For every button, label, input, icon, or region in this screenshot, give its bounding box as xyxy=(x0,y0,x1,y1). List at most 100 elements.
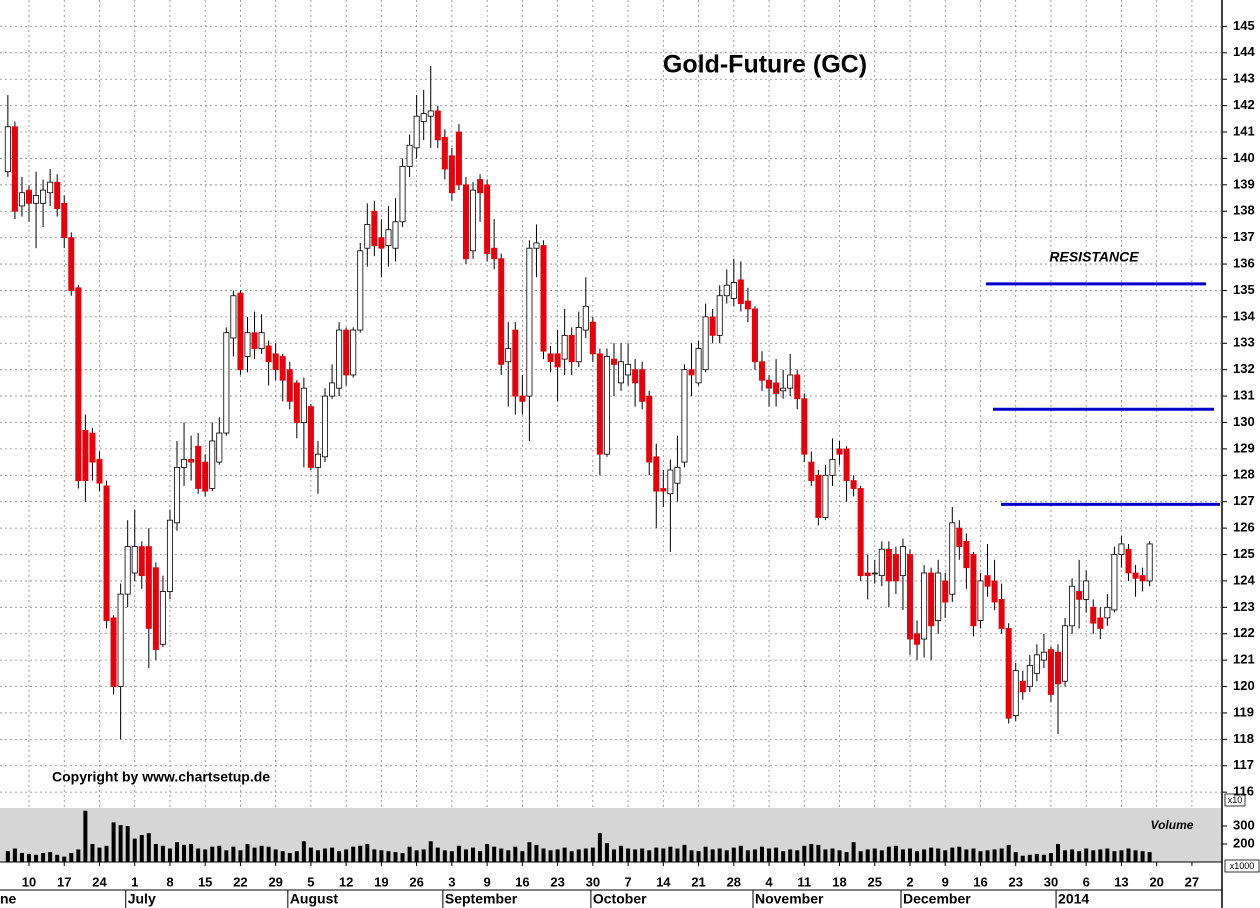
x-tick-label: 9 xyxy=(484,874,491,889)
volume-bar xyxy=(1133,850,1138,862)
candle-body-down xyxy=(596,353,603,455)
candle-body-up xyxy=(681,369,688,463)
candle-body-down xyxy=(610,358,617,365)
volume-bar xyxy=(759,846,764,862)
candle-body-down xyxy=(202,461,209,492)
candle-body-down xyxy=(54,181,61,210)
candle-body-down xyxy=(307,406,314,468)
candle-body-down xyxy=(737,279,744,305)
candle-body-down xyxy=(653,456,660,492)
candle-body-down xyxy=(1132,572,1139,579)
volume-bar xyxy=(34,854,39,862)
volume-bar xyxy=(471,847,476,862)
candle-body-up xyxy=(209,440,216,489)
volume-tick-label: 300 xyxy=(1233,817,1255,832)
candle-body-down xyxy=(11,126,18,212)
candle-body-down xyxy=(103,485,110,621)
volume-bar xyxy=(224,850,229,862)
volume-bar xyxy=(872,848,877,862)
volume-bar xyxy=(738,845,743,862)
volume-bar xyxy=(633,849,638,862)
candle-body-down xyxy=(808,461,815,481)
volume-bar xyxy=(217,845,222,862)
volume-bar xyxy=(788,849,793,862)
volume-bar xyxy=(689,850,694,862)
candle-body-up xyxy=(131,546,138,574)
candle-body-up xyxy=(977,580,984,621)
x-tick-label: 6 xyxy=(1083,874,1090,889)
candle-body-up xyxy=(357,250,364,331)
volume-bar xyxy=(1077,851,1082,862)
y-tick-label: 137 xyxy=(1233,229,1255,244)
candle-body-down xyxy=(519,395,526,402)
candle-body-up xyxy=(336,329,343,389)
volume-bar xyxy=(837,850,842,862)
x-tick-label: 17 xyxy=(57,874,71,889)
candle-body-down xyxy=(568,334,575,363)
month-label: December xyxy=(903,891,971,907)
candle-body-up xyxy=(392,221,399,249)
candle-body-up xyxy=(730,282,737,299)
volume-bar xyxy=(499,848,504,862)
volume-scale-label: x10 xyxy=(1228,795,1243,805)
candle-body-down xyxy=(815,474,822,518)
volume-bar xyxy=(513,846,518,862)
candle-body-up xyxy=(1104,606,1111,619)
candle-body-down xyxy=(286,369,293,402)
candle-body-down xyxy=(801,398,808,455)
candle-body-down xyxy=(864,572,871,577)
chart-title: Gold-Future (GC) xyxy=(663,51,867,79)
volume-bar xyxy=(421,849,426,862)
volume-bar xyxy=(1098,849,1103,862)
x-tick-label: 16 xyxy=(973,874,987,889)
x-tick-label: 10 xyxy=(22,874,36,889)
candle-body-up xyxy=(181,459,188,468)
volume-bar xyxy=(950,847,955,862)
volume-bar xyxy=(802,845,807,862)
candle-body-down xyxy=(589,321,596,355)
candle-body-up xyxy=(667,469,674,495)
candle-body-up xyxy=(1111,554,1118,611)
volume-bar xyxy=(252,847,257,862)
volume-bar xyxy=(492,846,497,862)
x-tick-label: 28 xyxy=(727,874,741,889)
candle-body-up xyxy=(230,295,237,339)
x-tick-label: 30 xyxy=(1044,874,1058,889)
candle-body-up xyxy=(33,194,40,204)
x-tick-label: 29 xyxy=(268,874,282,889)
volume-bar xyxy=(809,844,814,862)
volume-bar xyxy=(449,851,454,862)
x-tick-label: 19 xyxy=(374,874,388,889)
candle-body-up xyxy=(878,548,885,577)
candle-body-down xyxy=(991,580,998,603)
candle-body-up xyxy=(1026,665,1033,687)
candle-body-up xyxy=(420,113,427,122)
y-tick-label: 116 xyxy=(1233,784,1254,799)
candle-body-down xyxy=(188,459,195,463)
volume-bar xyxy=(125,826,130,862)
volume-bar xyxy=(555,849,560,862)
candle-body-up xyxy=(174,466,181,524)
volume-bar xyxy=(48,852,53,862)
volume-bar xyxy=(703,846,708,862)
x-tick-label: 16 xyxy=(515,874,529,889)
candle-body-down xyxy=(709,316,716,336)
volume-bar xyxy=(597,833,602,862)
candle-body-up xyxy=(921,572,928,640)
candle-body-down xyxy=(963,540,970,569)
volume-bar xyxy=(745,850,750,862)
candle-body-down xyxy=(773,382,780,394)
candle-body-down xyxy=(138,546,145,577)
candle-body-down xyxy=(343,329,350,376)
candle-body-down xyxy=(836,448,843,455)
candle-body-up xyxy=(1062,625,1069,682)
candle-body-down xyxy=(857,488,864,577)
candle-body-up xyxy=(702,316,709,371)
marks xyxy=(4,66,1220,862)
y-tick-label: 131 xyxy=(1233,388,1255,403)
volume-bar xyxy=(400,853,405,862)
volume-bar xyxy=(654,847,659,862)
volume-bar xyxy=(1084,848,1089,862)
x-tick-label: 25 xyxy=(868,874,882,889)
